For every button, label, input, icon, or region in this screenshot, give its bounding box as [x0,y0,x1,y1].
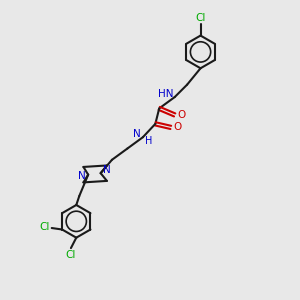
Text: N: N [103,165,111,175]
Text: Cl: Cl [40,222,50,233]
Text: O: O [173,122,182,132]
Text: Cl: Cl [66,250,76,260]
Text: O: O [177,110,185,120]
Text: N: N [133,129,140,139]
Text: N: N [78,171,86,181]
Text: Cl: Cl [195,13,206,23]
Text: H: H [145,136,152,146]
Text: HN: HN [158,88,173,98]
